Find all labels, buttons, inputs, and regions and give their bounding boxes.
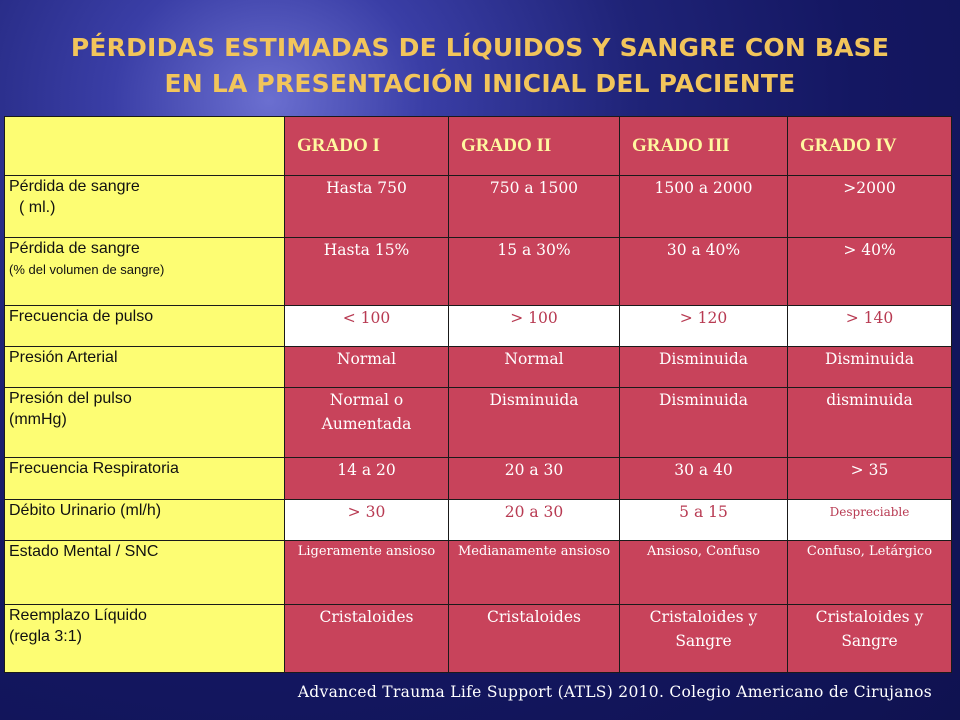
table-cell: > 30 [284,499,449,542]
table-header-row: GRADO I GRADO II GRADO III GRADO IV [4,116,952,176]
table-cell: Disminuida [448,387,620,459]
header-grade-2: GRADO II [448,116,620,176]
table-cell: >2000 [787,174,952,239]
table-row: Reemplazo Líquido (regla 3:1) Cristaloid… [4,604,952,673]
table-row: Estado Mental / SNC Ligeramente ansioso … [4,540,952,606]
table-cell: 750 a 1500 [448,174,620,239]
table-cell: Disminuida [619,346,788,389]
table-row: Presión del pulso (mmHg) Normal o Aument… [4,387,952,459]
table-cell: 15 a 30% [448,237,620,307]
table-cell: 30 a 40 [619,457,788,501]
blood-loss-table: GRADO I GRADO II GRADO III GRADO IV Pérd… [4,116,952,673]
table-cell: Cristaloides y Sangre [619,604,788,673]
table-cell: 1500 a 2000 [619,174,788,239]
table-cell: < 100 [284,305,449,348]
title-line-2: EN LA PRESENTACIÓN INICIAL DEL PACIENTE [164,69,796,98]
row-label-main: Reemplazo Líquido [9,607,147,625]
table-row: Pérdida de sangre ( ml.) Hasta 750 750 a… [4,174,952,239]
row-label-sub: (regla 3:1) [9,628,82,646]
table-cell: 20 a 30 [448,499,620,542]
table-cell: > 35 [787,457,952,501]
table-cell: Normal [284,346,449,389]
row-label: Pérdida de sangre ( ml.) [4,174,285,239]
header-grade-4: GRADO IV [787,116,952,176]
table-cell: Ansioso, Confuso [619,540,788,606]
table-cell: 5 a 15 [619,499,788,542]
table-cell: > 100 [448,305,620,348]
row-label: Estado Mental / SNC [4,540,285,606]
table-row: Frecuencia Respiratoria 14 a 20 20 a 30 … [4,457,952,501]
header-corner-cell [4,116,285,176]
table-cell: > 40% [787,237,952,307]
slide-title: PÉRDIDAS ESTIMADAS DE LÍQUIDOS Y SANGRE … [0,30,960,102]
row-label: Reemplazo Líquido (regla 3:1) [4,604,285,673]
row-label-main: Presión del pulso [9,390,132,408]
citation-footer: Advanced Trauma Life Support (ATLS) 2010… [297,683,932,701]
table-cell: Disminuida [619,387,788,459]
row-label: Pérdida de sangre (% del volumen de sang… [4,237,285,307]
table-cell: disminuida [787,387,952,459]
table-row: Frecuencia de pulso < 100 > 100 > 120 > … [4,305,952,348]
table-cell: > 140 [787,305,952,348]
table-cell: Despreciable [787,499,952,542]
table-cell: 14 a 20 [284,457,449,501]
table-cell: > 120 [619,305,788,348]
table-cell: Cristaloides [448,604,620,673]
table-cell: Normal [448,346,620,389]
title-line-1: PÉRDIDAS ESTIMADAS DE LÍQUIDOS Y SANGRE … [70,33,890,62]
table-cell: Disminuida [787,346,952,389]
row-label-sub: ( ml.) [19,198,56,216]
table-cell: Ligeramente ansioso [284,540,449,606]
table-row: Débito Urinario (ml/h) > 30 20 a 30 5 a … [4,499,952,542]
row-label: Presión Arterial [4,346,285,389]
table-cell: 20 a 30 [448,457,620,501]
table-cell: 30 a 40% [619,237,788,307]
row-label: Frecuencia Respiratoria [4,457,285,501]
header-grade-1: GRADO I [284,116,449,176]
row-label-sub: (% del volumen de sangre) [9,262,165,278]
table-cell: Cristaloides [284,604,449,673]
header-grade-3: GRADO III [619,116,788,176]
row-label-sub: (mmHg) [9,411,67,429]
table-cell: Normal o Aumentada [284,387,449,459]
table-row: Pérdida de sangre (% del volumen de sang… [4,237,952,307]
row-label-main: Pérdida de sangre [9,177,140,195]
row-label-main: Pérdida de sangre [9,240,140,258]
row-label: Frecuencia de pulso [4,305,285,348]
table-cell: Hasta 750 [284,174,449,239]
table-cell: Hasta 15% [284,237,449,307]
table-cell: Confuso, Letárgico [787,540,952,606]
table-cell: Cristaloides y Sangre [787,604,952,673]
row-label: Débito Urinario (ml/h) [4,499,285,542]
row-label: Presión del pulso (mmHg) [4,387,285,459]
table-row: Presión Arterial Normal Normal Disminuid… [4,346,952,389]
table-cell: Medianamente ansioso [448,540,620,606]
